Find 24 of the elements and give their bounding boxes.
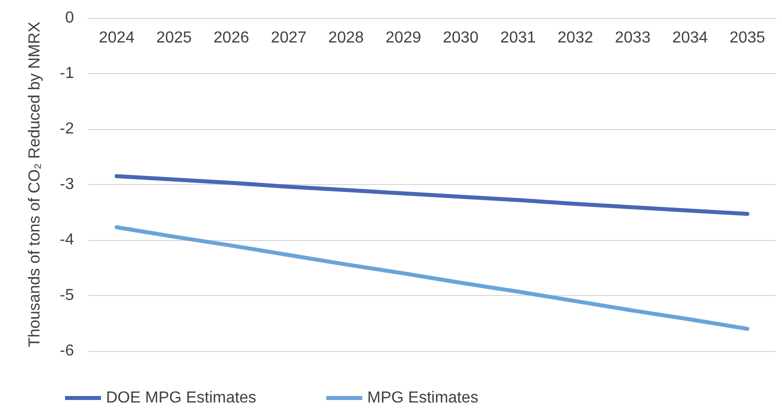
- x-tick-label: 2034: [672, 30, 708, 46]
- x-tick-label: 2031: [500, 30, 536, 46]
- x-tick-label: 2027: [270, 30, 307, 46]
- x-tick-label: 2025: [156, 30, 192, 46]
- legend-label: MPG Estimates: [367, 390, 478, 406]
- y-tick-label: 0: [65, 10, 74, 26]
- y-tick-label: -2: [60, 120, 74, 138]
- x-tick-label: 2026: [214, 30, 250, 46]
- legend-label: DOE MPG Estimates: [106, 390, 256, 406]
- x-tick-label: 2028: [328, 30, 364, 46]
- line-series: [114, 225, 750, 331]
- x-tick-label: 2024: [98, 30, 135, 46]
- x-tick-label: 2033: [614, 30, 651, 46]
- y-axis-title: Thousands of tons of CO₂ Reduced by NMRX: [26, 21, 44, 348]
- x-tick-label: 2035: [730, 30, 766, 46]
- y-tick-label: -4: [60, 232, 74, 248]
- y-tick-label: -6: [60, 342, 74, 360]
- y-tick-label: -3: [60, 176, 74, 193]
- line-series: [114, 174, 750, 216]
- y-tick-label: -5: [60, 287, 74, 304]
- x-tick-label: 2032: [558, 30, 594, 46]
- x-tick-label: 2029: [386, 30, 422, 46]
- y-tick-label: -1: [60, 65, 74, 82]
- x-tick-label: 2030: [442, 30, 479, 46]
